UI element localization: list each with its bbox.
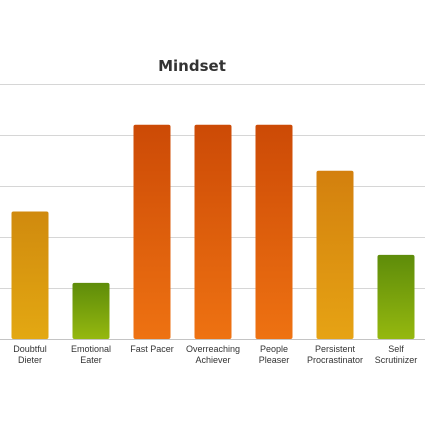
bar	[72, 282, 110, 339]
chart-title: Mindset	[158, 57, 226, 75]
x-tick-label: Overreaching	[186, 344, 240, 354]
bar	[133, 124, 171, 339]
bar	[11, 211, 49, 339]
x-tick-label: Self	[388, 344, 404, 354]
x-tick-label: Fast Pacer	[130, 344, 174, 354]
bar	[194, 124, 232, 339]
x-tick-label: Doubtful	[13, 344, 47, 354]
x-tick-label: People	[260, 344, 288, 354]
bars	[11, 124, 415, 339]
bar	[255, 124, 293, 339]
bar	[316, 170, 354, 339]
x-tick-label: Pleaser	[259, 355, 290, 365]
bar	[377, 254, 415, 339]
x-tick-label: Procrastinator	[307, 355, 363, 365]
x-tick-label: Emotional	[71, 344, 111, 354]
x-tick-label: Eater	[80, 355, 102, 365]
x-tick-label: Achiever	[195, 355, 230, 365]
x-tick-label: Dieter	[18, 355, 42, 365]
x-tick-label: Persistent	[315, 344, 356, 354]
x-tick-label: Scrutinizer	[375, 355, 418, 365]
